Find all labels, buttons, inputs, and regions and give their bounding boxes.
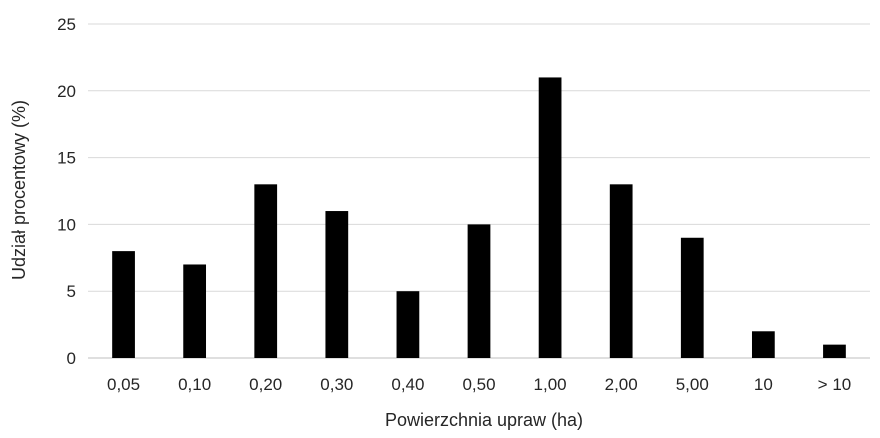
bar-5 [467,224,491,358]
y-tick-label: 20 [57,82,76,101]
x-axis-ticks: 0,05 0,10 0,20 0,30 0,40 0,50 1,00 2,00 5,00 10 > … [107,375,851,394]
y-tick-label: 0 [67,349,76,368]
x-tick-label: 2,00 [605,375,638,394]
x-tick-label: 0,50 [462,375,495,394]
bar-10 [823,344,846,358]
x-tick-label: 0,40 [391,375,424,394]
bar-9 [751,331,775,358]
y-tick-label: 5 [67,282,76,301]
y-tick-label: 25 [57,15,76,34]
x-tick-label: 10 [754,375,773,394]
bar-0 [112,251,135,358]
y-axis-ticks: 0 5 10 15 20 25 [57,15,76,368]
bar-2 [254,184,278,358]
bar-7 [609,184,633,358]
y-tick-label: 10 [57,215,76,234]
x-axis-title: Powierzchnia upraw (ha) [385,410,583,430]
bar-6 [538,77,562,358]
x-tick-label: > 10 [818,375,852,394]
bars [112,77,846,358]
y-tick-label: 15 [57,149,76,168]
x-tick-label: 5,00 [676,375,709,394]
x-tick-label: 0,20 [249,375,282,394]
x-tick-label: 0,10 [178,375,211,394]
bar-3 [325,211,349,358]
x-tick-label: 0,05 [107,375,140,394]
x-tick-label: 0,30 [320,375,353,394]
y-axis-title: Udział procentowy (%) [9,100,29,280]
bar-1 [183,264,207,358]
bar-4 [396,291,420,358]
x-tick-label: 1,00 [534,375,567,394]
bar-8 [680,237,704,358]
